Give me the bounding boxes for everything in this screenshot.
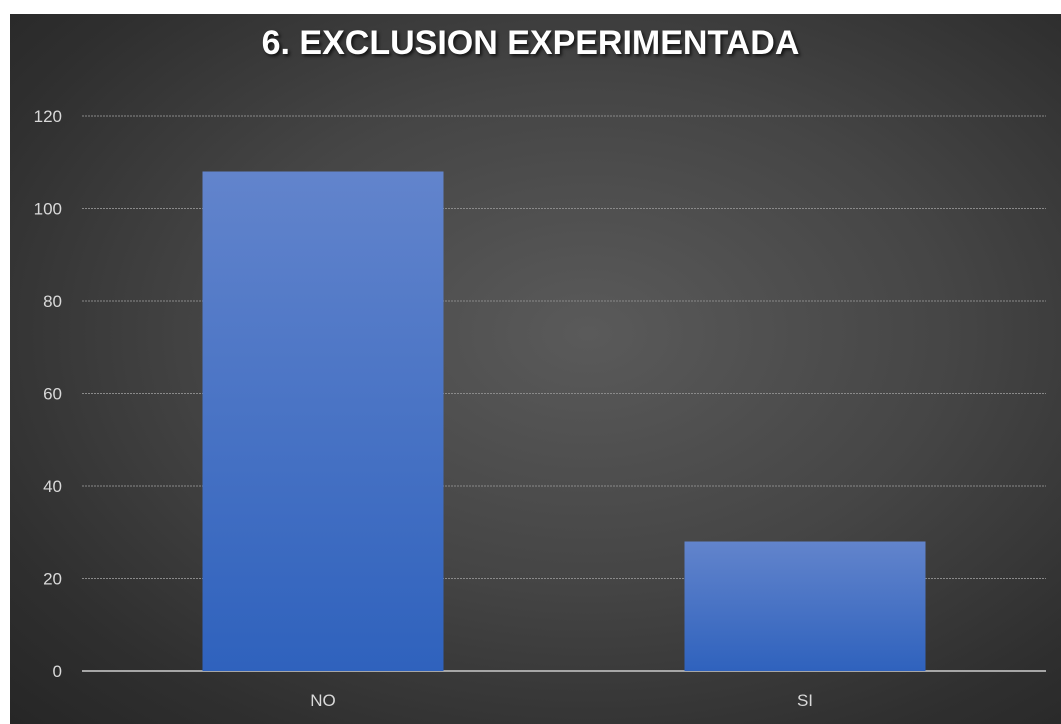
x-tick-label-si: SI [797,691,813,710]
y-tick-label-40: 40 [43,477,62,496]
x-tick-label-no: NO [310,691,336,710]
bar-si [684,541,926,671]
y-tick-label-120: 120 [34,107,62,126]
y-tick-label-20: 20 [43,570,62,589]
y-tick-label-0: 0 [53,662,62,681]
y-tick-label-60: 60 [43,385,62,404]
bar-no [202,171,444,671]
y-tick-label-80: 80 [43,292,62,311]
y-tick-label-100: 100 [34,200,62,219]
chart-title: 6. EXCLUSION EXPERIMENTADA [261,24,800,62]
